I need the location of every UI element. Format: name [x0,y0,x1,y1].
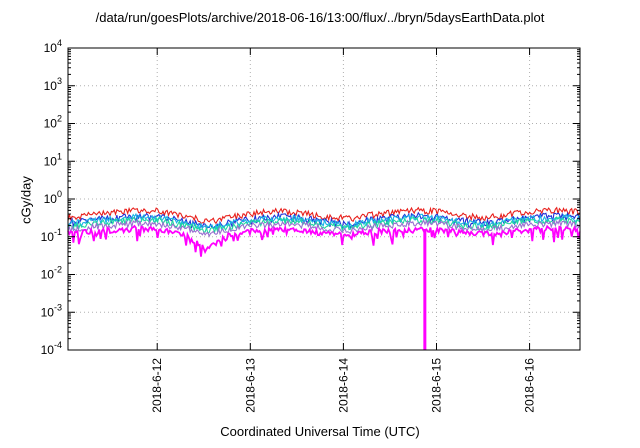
chart-title: /data/run/goesPlots/archive/2018-06-16/1… [95,10,545,25]
y-tick-label: 102 [44,114,62,131]
y-tick-label: 10-4 [41,340,62,357]
series-line [67,216,581,234]
y-tick-label: 103 [44,76,62,93]
axes: 10-4 10-3 10-2 10-1 100 101 102 103 104 2018-6-12… [41,38,580,413]
y-tick-label: 101 [44,151,62,168]
series-line [67,223,581,257]
series-line [67,206,581,225]
x-axis-label: Coordinated Universal Time (UTC) [220,424,420,439]
grid [68,48,580,350]
series-line [67,218,581,238]
y-tick-label: 104 [44,38,62,55]
x-tick-label: 2018-6-12 [150,358,164,413]
y-tick-label: 10-2 [41,265,62,282]
y-tick-label: 10-3 [41,302,62,319]
x-tick-label: 2018-6-13 [243,358,257,413]
x-tick-label: 2018-6-16 [523,358,537,413]
x-tick-label: 2018-6-15 [429,358,443,413]
y-tick-label: 10-1 [41,227,62,244]
y-tick-label: 100 [44,189,62,206]
series-layer [67,206,581,350]
x-tick-label: 2018-6-14 [336,358,350,413]
